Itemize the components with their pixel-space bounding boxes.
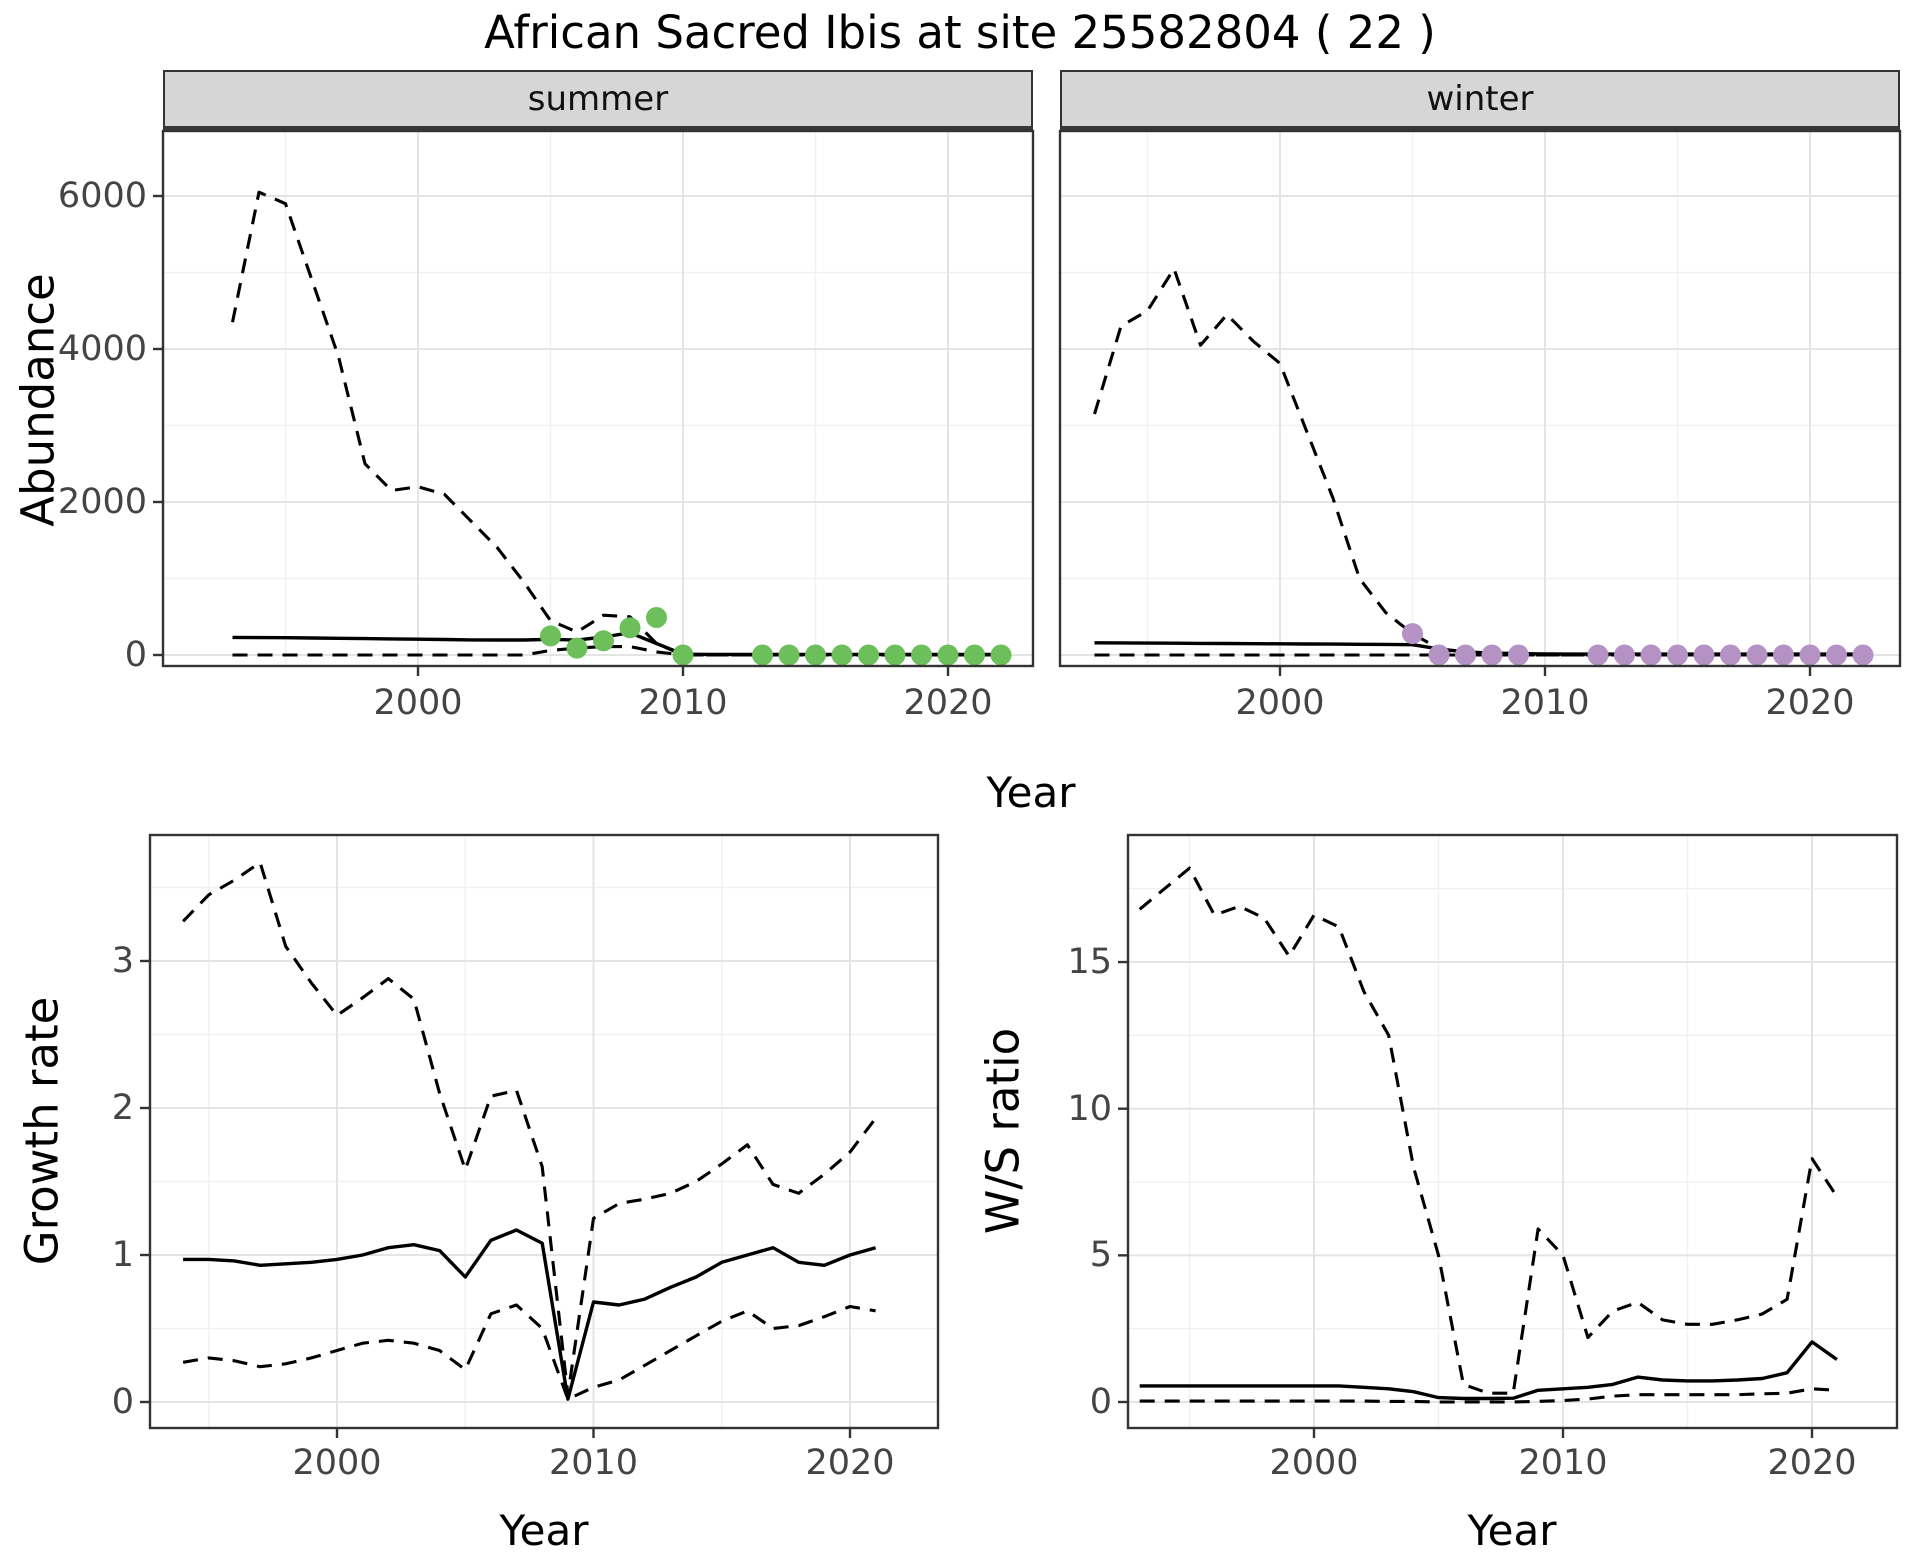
- panel-border-growth: [148, 833, 940, 1430]
- y-tick-label-ws: 10: [1067, 1088, 1112, 1129]
- observed-point-summer: [593, 630, 614, 652]
- observed-point-summer: [858, 644, 879, 666]
- observed-point-winter: [1508, 644, 1529, 666]
- series-upper_95ci-growth: [181, 860, 877, 1397]
- panel-bg-summer: [163, 131, 1033, 666]
- observed-point-summer: [911, 644, 932, 666]
- y-axis-title-growth-rate: Growth rate: [15, 996, 69, 1266]
- x-tick-label-winter: 2010: [1500, 683, 1590, 723]
- observed-point-summer: [566, 637, 588, 659]
- x-tick-label-growth: 2000: [292, 1443, 382, 1483]
- series-upper_95ci-ws: [1138, 866, 1839, 1395]
- y-axis-title-abundance: Abundance: [11, 273, 65, 527]
- observed-point-summer: [540, 625, 561, 647]
- observed-point-winter: [1640, 644, 1662, 666]
- observed-point-winter: [1402, 623, 1423, 645]
- y-tick-label-ws: 5: [1089, 1235, 1112, 1276]
- series-lower_95ci-ws: [1139, 1387, 1837, 1404]
- observed-point-winter: [1826, 644, 1847, 666]
- panel-bg-winter: [1060, 131, 1900, 666]
- series-upper_95ci-winter: [1093, 267, 1863, 657]
- y-tick-label-summer: 4000: [57, 328, 147, 369]
- observed-point-winter: [1746, 644, 1768, 666]
- x-tick-label-ws: 2010: [1518, 1443, 1608, 1483]
- observed-point-summer: [884, 644, 906, 666]
- observed-point-winter: [1799, 644, 1821, 666]
- panel-bg-growth: [150, 835, 938, 1428]
- observed-point-summer: [672, 644, 694, 666]
- y-tick-label-growth: 3: [111, 940, 134, 981]
- x-tick-label-summer: 2000: [373, 683, 463, 723]
- panel-border-summer: [161, 129, 1035, 668]
- x-tick-label-winter: 2020: [1765, 683, 1855, 723]
- y-tick-label-summer: 2000: [57, 481, 147, 522]
- observed-point-winter: [1693, 644, 1715, 666]
- observed-point-summer: [831, 644, 853, 666]
- series-lower_95ci-summer: [232, 645, 1001, 657]
- facet-strip-summer: summer: [163, 70, 1033, 131]
- observed-point-summer: [937, 644, 959, 666]
- x-axis-title-year-top: Year: [986, 768, 1076, 817]
- y-tick-label-growth: 0: [111, 1381, 134, 1422]
- observed-point-winter: [1587, 644, 1609, 666]
- x-tick-label-winter: 2000: [1235, 683, 1325, 723]
- y-tick-label-summer: 0: [124, 634, 147, 675]
- series-lower_95ci-growth: [182, 1303, 876, 1401]
- x-tick-label-growth: 2010: [548, 1443, 639, 1483]
- y-tick-label-ws: 15: [1067, 941, 1112, 982]
- series-median-growth: [183, 1228, 877, 1401]
- x-axis-title-year-ws: Year: [1467, 1506, 1557, 1555]
- observed-point-summer: [752, 644, 773, 666]
- x-axis-title-year-growth: Year: [499, 1506, 589, 1555]
- x-tick-label-ws: 2000: [1269, 1443, 1359, 1483]
- y-tick-label-summer: 6000: [57, 175, 147, 216]
- series-median-ws: [1139, 1340, 1838, 1401]
- y-axis-title-ws-ratio: W/S ratio: [976, 1027, 1030, 1235]
- observed-point-winter: [1852, 644, 1874, 666]
- observed-point-winter: [1720, 644, 1741, 666]
- observed-point-winter: [1481, 644, 1503, 666]
- x-tick-label-growth: 2020: [805, 1443, 895, 1483]
- x-tick-label-ws: 2020: [1767, 1443, 1857, 1483]
- facet-strip-winter: winter: [1060, 70, 1900, 131]
- chart-title: African Sacred Ibis at site 25582804 ( 2…: [484, 6, 1436, 59]
- y-tick-label-growth: 1: [111, 1234, 134, 1275]
- x-tick-label-summer: 2020: [903, 683, 993, 723]
- panel-border-ws: [1126, 833, 1899, 1430]
- panel-border-winter: [1058, 129, 1902, 668]
- observed-point-summer: [964, 644, 985, 666]
- observed-point-summer: [778, 644, 800, 666]
- observed-point-summer: [619, 617, 641, 639]
- observed-point-winter: [1614, 644, 1635, 666]
- observed-point-summer: [990, 644, 1012, 666]
- observed-point-summer: [805, 644, 826, 666]
- y-tick-label-growth: 2: [111, 1087, 134, 1128]
- observed-point-winter: [1428, 644, 1450, 666]
- panel-bg-ws: [1128, 835, 1897, 1428]
- observed-point-winter: [1773, 644, 1794, 666]
- observed-point-winter: [1455, 644, 1476, 666]
- facet-strip-winter-label: winter: [1426, 79, 1534, 119]
- x-tick-label-summer: 2010: [638, 683, 728, 723]
- observed-point-winter: [1667, 644, 1688, 666]
- y-tick-label-ws: 0: [1089, 1381, 1112, 1422]
- facet-strip-summer-label: summer: [527, 79, 669, 119]
- observed-point-summer: [646, 607, 667, 628]
